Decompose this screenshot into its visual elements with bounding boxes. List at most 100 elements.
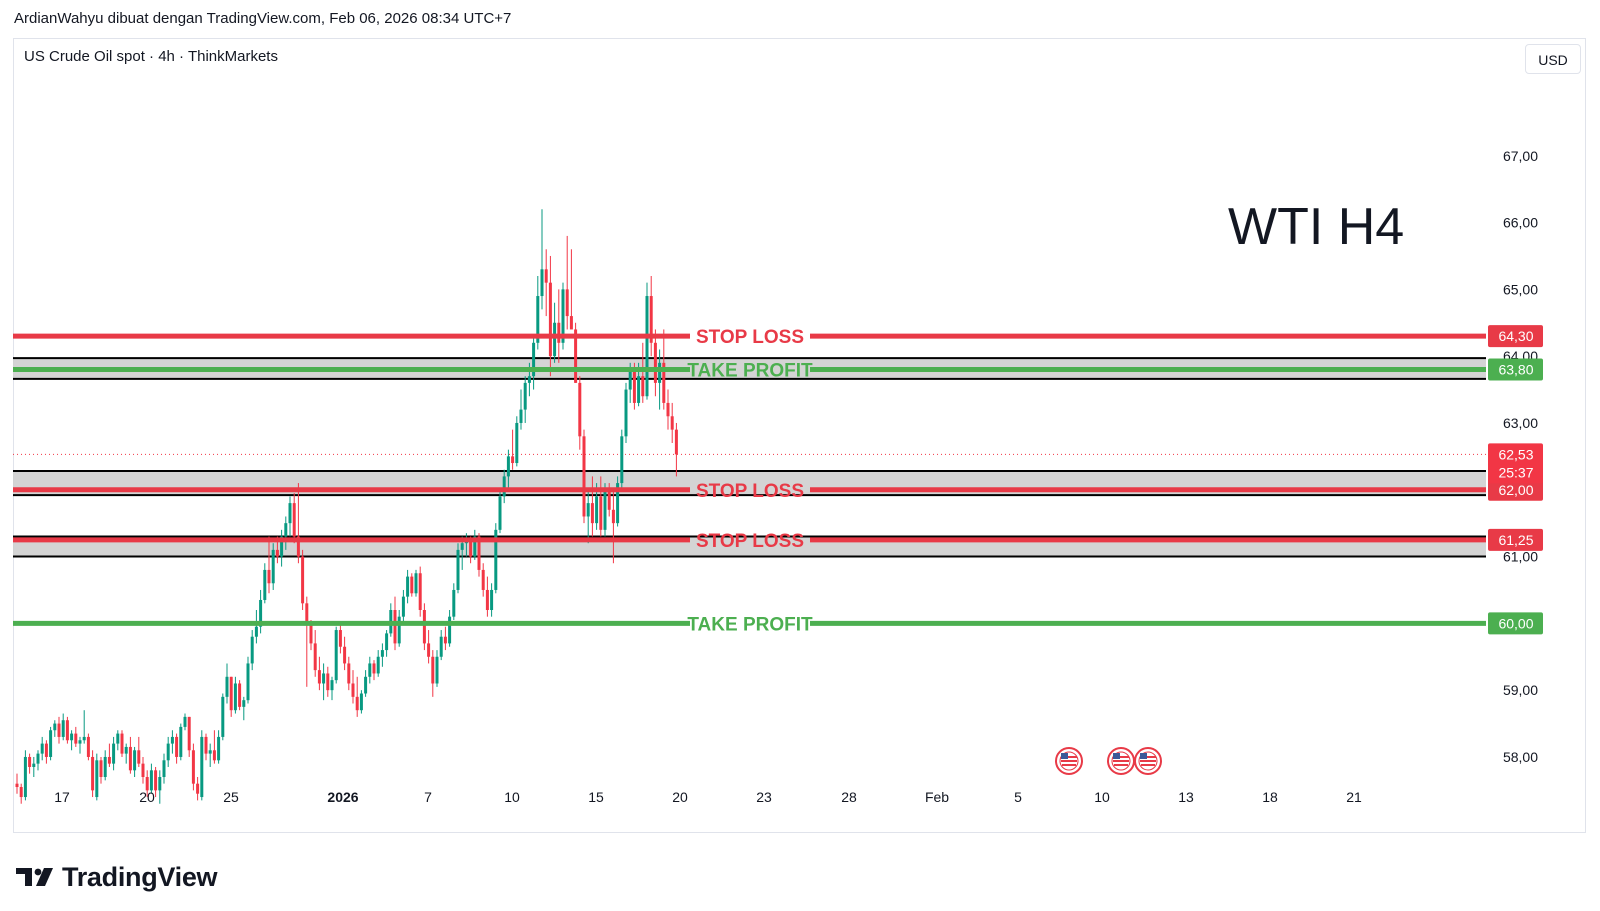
event-markers <box>1055 747 1162 775</box>
candle-body <box>649 296 653 343</box>
candle-body <box>452 589 456 617</box>
candle-body <box>95 760 99 798</box>
candle-body <box>229 676 233 711</box>
us-flag-event-icon[interactable] <box>1055 747 1083 775</box>
candle-body <box>364 676 368 694</box>
candle <box>359 690 363 714</box>
candle <box>406 569 410 604</box>
candle <box>317 656 321 691</box>
us-flag-event-icon[interactable] <box>1134 747 1162 775</box>
price-tags: 64,30 63,80 62,00 61,25 60,00 62,53 25:37 <box>1488 325 1543 635</box>
candle-body <box>498 496 502 530</box>
y-tick-label: 66,00 <box>1503 215 1538 231</box>
candle <box>553 302 557 363</box>
candle-body <box>19 787 23 798</box>
symbol-title[interactable]: US Crude Oil spot · 4h · ThinkMarkets <box>24 48 278 65</box>
candle-body <box>603 489 607 530</box>
candle-body <box>347 663 351 684</box>
candle <box>187 716 191 757</box>
candle <box>128 736 132 774</box>
price-tag: 61,25 <box>1488 528 1543 551</box>
price-tag-box <box>1488 325 1543 348</box>
candle <box>624 382 628 443</box>
candle <box>485 576 489 617</box>
candle-body <box>217 736 221 761</box>
candle-body <box>301 556 305 604</box>
stop-loss-label: STOP LOSS <box>696 531 804 552</box>
stop-loss-label: STOP LOSS <box>696 327 804 348</box>
candle-body <box>145 777 149 791</box>
candle <box>586 489 590 544</box>
candle-body <box>355 696 359 711</box>
candle-body <box>309 623 313 644</box>
candle-body <box>368 663 372 677</box>
candle-body <box>410 576 414 594</box>
candle-body <box>393 610 397 644</box>
candle-body <box>208 750 212 754</box>
price-tag-box <box>1488 478 1543 501</box>
candle-body <box>179 726 183 757</box>
candle-body <box>322 673 326 684</box>
candle <box>99 756 103 784</box>
candle <box>179 723 183 761</box>
candle <box>494 523 498 594</box>
zone-band <box>13 358 1486 379</box>
candle <box>334 626 338 684</box>
tradingview-logo-text: TradingView <box>62 861 218 892</box>
candle <box>141 756 145 784</box>
candle-body <box>86 736 90 757</box>
candle <box>372 660 376 681</box>
candle <box>674 422 678 477</box>
candle <box>246 656 250 704</box>
candle-body <box>288 503 292 524</box>
candle-body <box>267 569 271 584</box>
candle-body <box>53 723 57 731</box>
price-tag: 60,00 <box>1488 612 1543 635</box>
candle-body <box>225 676 229 697</box>
candle <box>666 389 670 430</box>
stop-loss-label: STOP LOSS <box>696 481 804 502</box>
candle-body <box>112 743 116 764</box>
candle-body <box>280 536 284 557</box>
candle <box>414 569 418 597</box>
candle-body <box>418 573 422 610</box>
candle-body <box>645 296 649 397</box>
x-tick-label: 5 <box>1014 789 1022 805</box>
candle-body <box>317 670 321 684</box>
us-flag-event-icon[interactable] <box>1107 747 1135 775</box>
candle-body <box>401 596 405 617</box>
candle-body <box>292 503 296 537</box>
candle-body <box>469 539 473 557</box>
candle <box>70 730 74 751</box>
candle-body <box>658 362 662 383</box>
currency-button[interactable]: USD <box>1525 44 1581 74</box>
candle <box>267 536 271 594</box>
candle <box>611 489 615 564</box>
candle <box>212 730 216 764</box>
candle-body <box>670 416 674 430</box>
candle-body <box>666 402 670 417</box>
candle <box>338 623 342 654</box>
candle-body <box>200 736 204 798</box>
x-tick-label: 13 <box>1178 789 1194 805</box>
chart-annotation-text[interactable]: WTI H4 <box>1228 198 1404 256</box>
candle-body <box>582 436 586 517</box>
candle-body <box>561 289 565 343</box>
candle-body <box>574 329 578 383</box>
candle-body <box>49 730 53 757</box>
candle <box>28 753 32 774</box>
candle <box>200 730 204 801</box>
candle <box>326 666 330 697</box>
candle-body <box>515 422 519 464</box>
candle-body <box>158 777 162 791</box>
candle-body <box>406 576 410 597</box>
candle <box>515 416 519 467</box>
candle-body <box>557 322 561 343</box>
price-tag-box <box>1488 612 1543 635</box>
candle <box>120 730 124 757</box>
tradingview-logo[interactable]: TradingView <box>16 861 218 892</box>
y-tick-label: 58,00 <box>1503 749 1538 765</box>
zone-layer <box>13 357 1486 558</box>
candle <box>196 777 200 801</box>
